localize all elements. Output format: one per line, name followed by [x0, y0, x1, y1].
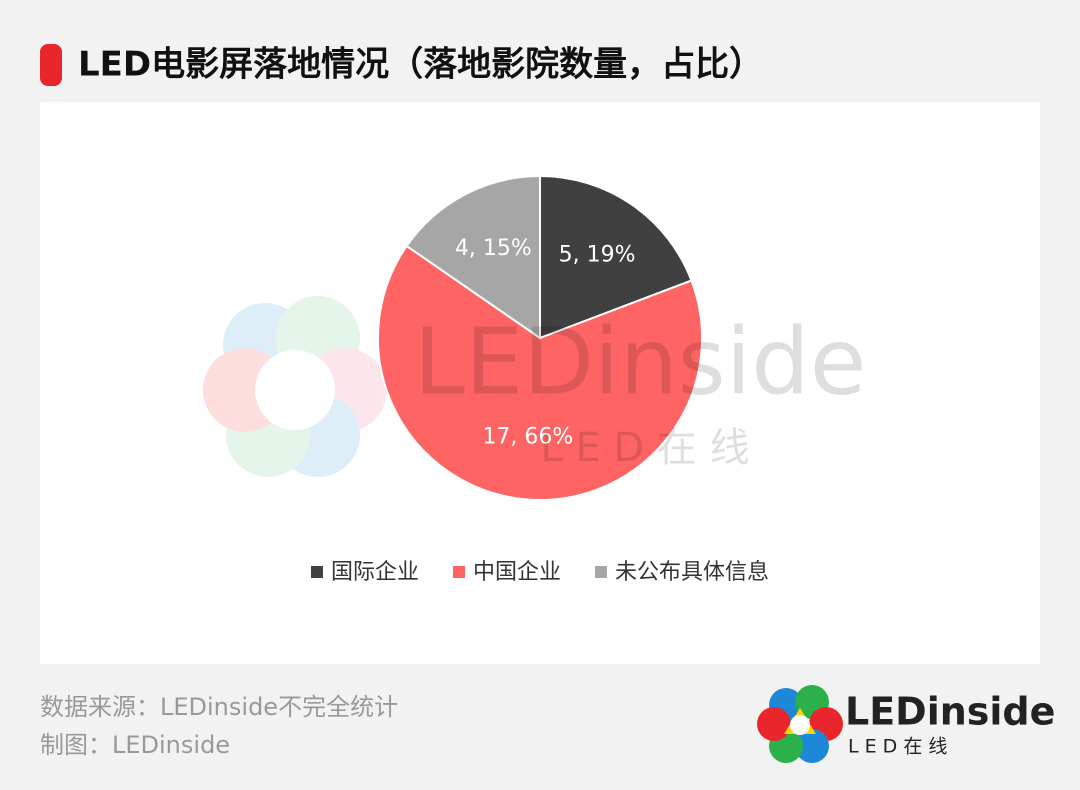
legend-label: 中国企业	[473, 560, 561, 585]
watermark-petal	[203, 348, 287, 432]
footer-source: 数据来源：LEDinside不完全统计	[40, 693, 398, 721]
legend-item: 国际企业	[310, 560, 419, 585]
legend-item: 中国企业	[452, 560, 561, 585]
logo-tagline: L E D 在 线	[848, 736, 947, 758]
pie-slice	[377, 244, 703, 501]
data-label: 17, 66%	[482, 425, 573, 450]
logo-icon	[757, 685, 843, 763]
watermark-tagline: L E D 在 线	[540, 425, 749, 471]
logo-petal	[795, 729, 829, 763]
watermark	[203, 296, 387, 477]
legend-item: 未公布具体信息	[595, 560, 769, 585]
chart-title: LED电影屏落地情况（落地影院数量，占比）	[78, 45, 763, 85]
watermark-petal	[226, 393, 310, 477]
watermark-center	[255, 350, 335, 430]
legend-swatch	[310, 566, 323, 578]
legend-swatch	[595, 566, 608, 578]
watermark-petal	[276, 393, 360, 477]
pie-slice	[405, 174, 541, 340]
watermark-petal	[303, 348, 387, 432]
watermark-petal	[276, 296, 360, 380]
legend-label: 未公布具体信息	[615, 560, 769, 585]
legend-label: 国际企业	[331, 560, 419, 585]
title-marker	[40, 44, 62, 86]
logo-brand: LEDinside	[845, 690, 1055, 734]
data-label: 5, 19%	[559, 242, 636, 267]
footer-credit: 制图：LEDinside	[40, 731, 230, 759]
pie: 5, 19% 17, 66% 4, 15%	[377, 174, 703, 501]
legend: 国际企业 中国企业 未公布具体信息	[310, 560, 769, 585]
watermark-petal	[223, 303, 307, 387]
data-label: 4, 15%	[455, 236, 532, 261]
legend-swatch	[452, 566, 465, 578]
logo-center	[790, 715, 810, 735]
logo-petal	[757, 707, 791, 741]
watermark-brand: LEDinside	[414, 308, 867, 415]
pie-slice	[539, 174, 693, 340]
